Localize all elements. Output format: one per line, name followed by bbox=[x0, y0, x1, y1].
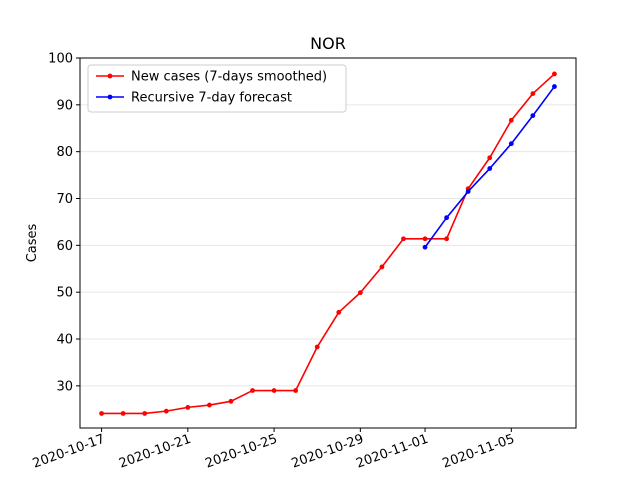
data-point bbox=[142, 411, 148, 416]
data-point bbox=[552, 84, 557, 89]
plot-area-frame bbox=[79, 57, 577, 429]
data-point bbox=[206, 402, 212, 408]
data-point bbox=[487, 166, 493, 171]
legend: New cases (7-days smoothed) Recursive 7-d… bbox=[87, 64, 347, 113]
data-point bbox=[444, 215, 450, 221]
data-point bbox=[379, 264, 385, 270]
data-point bbox=[336, 309, 342, 315]
y-tick-label: 40 bbox=[56, 333, 73, 348]
x-axis: 2020-10-17 2020-10-21 2020-10-25 2020-10-29… bbox=[31, 428, 517, 472]
data-point bbox=[357, 290, 363, 296]
y-axis-label: Cases bbox=[25, 223, 40, 262]
y-tick-label: 50 bbox=[56, 286, 73, 301]
legend-entry-label: Recursive 7-day forecast bbox=[131, 91, 292, 106]
legend-box bbox=[87, 64, 347, 113]
series-layer bbox=[99, 71, 557, 416]
y-tick-label: 60 bbox=[56, 239, 73, 254]
series-line-1 bbox=[101, 73, 555, 415]
data-point bbox=[530, 113, 536, 119]
chart-title: NOR bbox=[310, 34, 346, 53]
data-point bbox=[228, 398, 234, 404]
data-point bbox=[508, 117, 514, 123]
y-tick-label: 30 bbox=[56, 379, 73, 394]
x-tick-label: 2020-10-17 bbox=[31, 432, 107, 472]
data-point bbox=[465, 189, 471, 194]
data-point bbox=[508, 141, 514, 147]
data-point bbox=[185, 404, 191, 410]
y-tick-label: 80 bbox=[56, 145, 73, 160]
x-tick-label: 2020-10-29 bbox=[290, 432, 366, 472]
data-point bbox=[250, 388, 255, 393]
data-point bbox=[444, 236, 450, 242]
y-tick-label: 100 bbox=[48, 52, 73, 67]
y-axis: 30 40 50 60 70 80 90 100 bbox=[48, 52, 80, 394]
x-tick-label: 2020-10-21 bbox=[117, 432, 193, 472]
data-point bbox=[487, 155, 493, 161]
data-point bbox=[163, 408, 169, 414]
data-point bbox=[530, 91, 536, 96]
data-point bbox=[401, 236, 406, 242]
legend-entry-label: New cases (7-days smoothed) bbox=[131, 70, 327, 85]
legend-swatch-marker bbox=[107, 94, 113, 100]
data-point bbox=[552, 71, 557, 77]
y-tick-label: 70 bbox=[56, 192, 73, 207]
data-point bbox=[271, 388, 277, 393]
data-point bbox=[314, 344, 320, 350]
y-tick-label: 90 bbox=[56, 98, 73, 113]
legend-swatch-marker bbox=[107, 73, 113, 79]
data-point bbox=[120, 411, 126, 416]
data-point bbox=[422, 236, 428, 242]
data-point bbox=[99, 411, 104, 416]
data-point bbox=[293, 388, 299, 393]
x-tick-label: 2020-10-25 bbox=[203, 432, 279, 472]
x-tick-label: 2020-11-05 bbox=[441, 432, 517, 472]
data-point bbox=[422, 244, 428, 250]
x-tick-label: 2020-11-01 bbox=[354, 432, 430, 472]
